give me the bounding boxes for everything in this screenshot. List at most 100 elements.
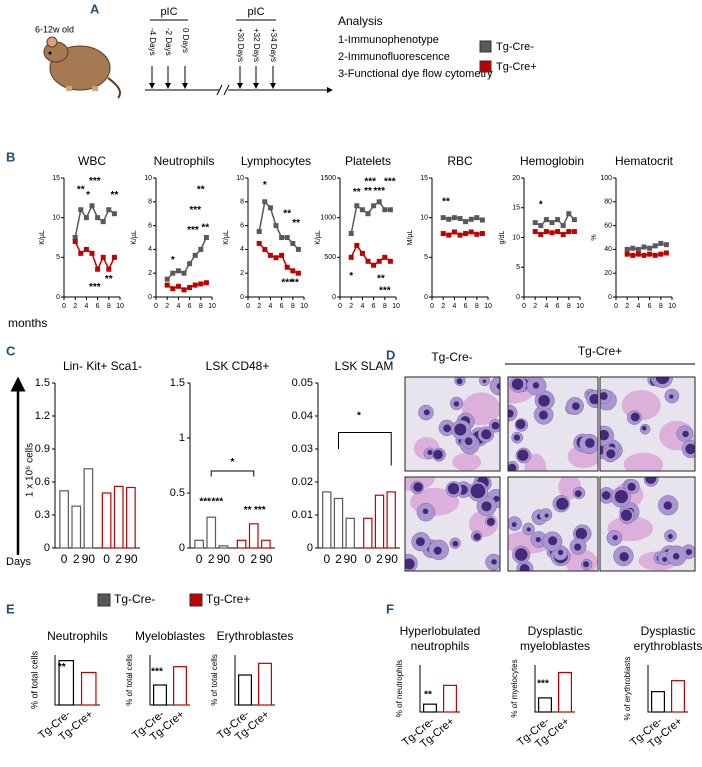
significance: * [357,411,361,422]
marker [354,242,360,248]
nucleus [481,429,492,440]
day: 0 Days [181,28,190,53]
x-tick-label: 0 [246,303,250,310]
marker [571,229,577,235]
nucleus [574,543,582,551]
significance: ** [291,277,299,288]
significance: *** [211,496,223,507]
marker [192,282,198,288]
marker [560,223,566,229]
nucleus [630,412,640,422]
significance: *** [364,177,376,188]
chart-title: LSK CD48+ [206,359,270,373]
significance: ** [111,190,119,201]
marker [479,231,485,237]
y-axis-title: % of total cells [210,654,219,706]
nucleus [433,546,442,555]
nucleus [682,430,689,438]
marker [262,199,268,205]
significance: *** [187,225,199,236]
significance: * [86,190,90,201]
x-tick-label: 6 [372,303,376,310]
y-tick-label: 5 [424,254,428,261]
marker [463,231,469,237]
day: +30 Days [236,28,245,62]
significance: *** [89,176,101,187]
marker [371,203,377,209]
day: +34 Days [269,28,278,62]
marker [95,266,101,272]
marker [267,252,273,258]
y-tick-label: 0.03 [292,443,313,455]
y-tick-label: 10 [52,215,60,222]
marker [83,215,89,221]
y-tick-label: 0 [608,294,612,301]
bar [83,468,94,549]
marker [95,215,101,221]
nucleus [574,490,582,497]
x-tick-label: 2 [376,552,383,566]
bar [322,491,332,549]
bar [258,662,273,706]
nucleus [508,463,517,471]
x-tick-label: 6 [280,303,284,310]
micrograph [508,477,598,571]
marker [203,280,209,286]
x-axis-title: months [8,316,47,330]
bar [443,684,458,713]
x-tick-label: 0 [238,552,245,566]
bar [194,539,204,549]
x-tick-label: 8 [383,303,387,310]
y-axis-title: g/dL [499,231,506,245]
analysis-item: 3-Functional dye flow cytometry [338,68,493,80]
y-tick-label: 1.2 [35,410,50,422]
y-tick-label: 0.6 [35,476,50,488]
micrograph-frame [507,476,599,572]
y-tick-label: 500 [324,254,336,261]
chart-title: RBC [447,154,473,168]
nucleus [589,394,598,405]
nucleus [614,490,628,504]
x-tick-label: 8 [475,303,479,310]
x-tick-label: 8 [567,303,571,310]
group-label: Tg-Cre+ [578,344,622,358]
y-tick-label: 6 [148,222,152,229]
x-tick-label: 2 [115,552,122,566]
marker [538,223,544,229]
significance: ** [58,662,66,673]
nucleus [413,482,423,492]
marker [440,231,446,237]
marker [387,258,393,264]
marker [566,229,572,235]
marker [457,232,463,238]
significance: * [349,271,353,282]
nucleus [454,423,467,436]
marker [652,243,658,249]
significance: ** [201,223,209,234]
significance: ** [283,208,291,219]
mouse [43,36,121,99]
axes [155,178,212,298]
chart-title: Platelets [345,154,391,168]
y-axis-title: % [591,234,598,240]
bar [153,684,168,706]
nucleus [453,401,460,407]
analysis-item: 2-Immunofluorescence [338,51,450,63]
marker [543,229,549,235]
marker [295,246,301,252]
nucleus [538,394,550,407]
pic: pIC [247,6,264,18]
nucleus [538,410,548,420]
bar [206,516,217,549]
micrograph [600,477,695,571]
chart-title: Dysplastic [641,624,696,638]
y-tick-label: 5 [56,254,60,261]
day: -4 Days [148,28,157,56]
micrograph-frame [404,376,501,472]
x-tick-label: 8 [107,303,111,310]
significance: *** [379,285,391,296]
chart-title: Lin- Kit+ Sca1- [63,359,142,373]
y-tick-label: 10 [236,175,244,182]
nucleus [655,377,670,385]
